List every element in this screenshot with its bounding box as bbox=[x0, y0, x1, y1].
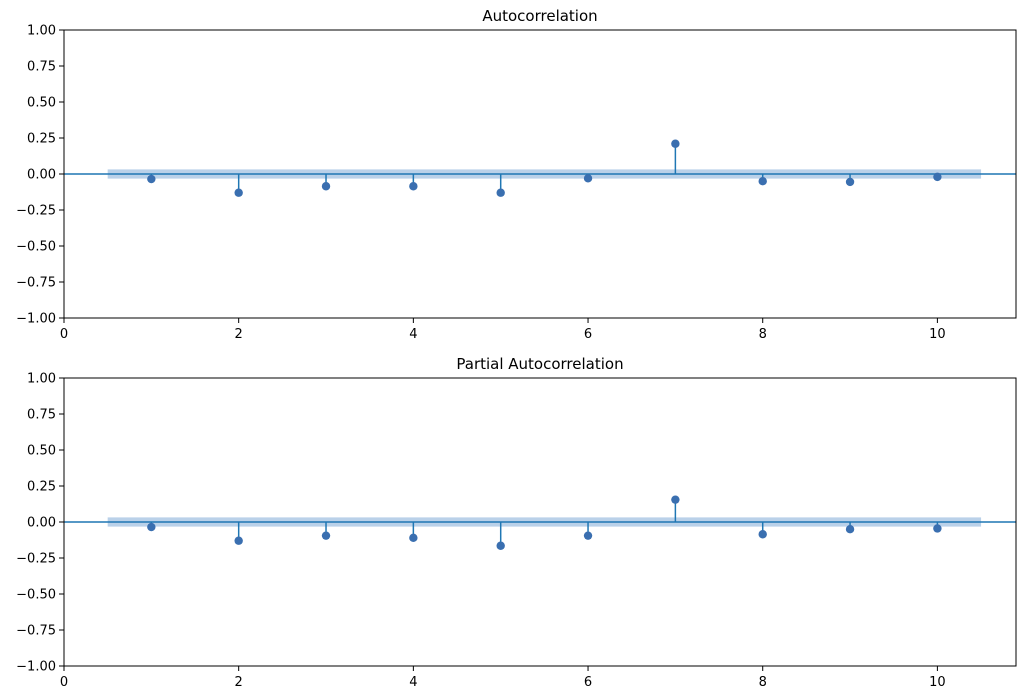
pacf-marker-lag-3 bbox=[321, 531, 331, 540]
pacf-marker-lag-10 bbox=[933, 524, 942, 533]
autocorrelation-panel: Autocorrelation −1.00 −0.75 −0.50 −0.25 0.00… bbox=[16, 7, 1017, 342]
pacf-marker-lag-6 bbox=[583, 531, 593, 540]
pacf-xtick-label: 8 bbox=[759, 675, 767, 690]
acf-marker-lag-8 bbox=[758, 177, 767, 186]
acf-marker-lag-2 bbox=[234, 188, 243, 197]
pacf-ytick-label: 0.25 bbox=[27, 480, 56, 495]
acf-ytick-label: −0.50 bbox=[16, 240, 56, 255]
acf-marker-lag-3 bbox=[321, 182, 331, 191]
pacf-marker-lag-8 bbox=[758, 530, 767, 539]
partial-autocorrelation-title: Partial Autocorrelation bbox=[456, 355, 623, 373]
acf-ytick-label: 0.75 bbox=[27, 60, 56, 75]
pacf-ytick-label: −0.50 bbox=[16, 588, 56, 603]
acf-ytick-label: −1.00 bbox=[16, 312, 56, 327]
acf-marker-lag-4 bbox=[409, 182, 418, 191]
autocorrelation-title: Autocorrelation bbox=[482, 7, 597, 25]
pacf-marker-lag-1 bbox=[147, 522, 156, 532]
acf-xtick-label: 6 bbox=[584, 327, 592, 342]
acf-ytick-label: −0.25 bbox=[16, 204, 56, 219]
pacf-marker-lag-9 bbox=[845, 525, 855, 534]
acf-xtick-label: 10 bbox=[929, 327, 946, 342]
acf-xtick-label: 4 bbox=[409, 327, 417, 342]
pacf-ytick-label: −0.25 bbox=[16, 552, 56, 567]
acf-marker-lag-6 bbox=[583, 174, 593, 183]
acf-xtick-label: 8 bbox=[759, 327, 767, 342]
pacf-ytick-label: 0.75 bbox=[27, 408, 56, 423]
pacf-xtick-label: 4 bbox=[409, 675, 417, 690]
pacf-xtick-label: 6 bbox=[584, 675, 592, 690]
acf-ytick-label: 1.00 bbox=[27, 24, 56, 39]
acf-marker-lag-7 bbox=[671, 139, 680, 148]
acf-ytick-label: −0.75 bbox=[16, 276, 56, 291]
acf-ytick-label: 0.50 bbox=[27, 96, 56, 111]
acf-xtick-label: 2 bbox=[235, 327, 243, 342]
acf-ytick-label: 0.00 bbox=[27, 168, 56, 183]
pacf-marker-lag-7 bbox=[671, 495, 680, 504]
pacf-marker-lag-2 bbox=[234, 536, 243, 545]
acf-xtick-label: 0 bbox=[60, 327, 68, 342]
pacf-ytick-label: −1.00 bbox=[16, 660, 56, 675]
pacf-ytick-label: −0.75 bbox=[16, 624, 56, 639]
acf-marker-lag-5 bbox=[496, 188, 505, 197]
pacf-marker-lag-5 bbox=[496, 541, 505, 550]
partial-autocorrelation-panel: Partial Autocorrelation −1.00 −0.75 −0.50 −… bbox=[16, 355, 1017, 690]
acf-ytick-label: 0.25 bbox=[27, 132, 56, 147]
acf-marker-lag-10 bbox=[933, 172, 942, 182]
pacf-marker-lag-4 bbox=[409, 533, 418, 543]
acf-marker-lag-1 bbox=[147, 174, 156, 184]
pacf-ytick-label: 1.00 bbox=[27, 372, 56, 387]
pacf-xtick-label: 10 bbox=[929, 675, 946, 690]
pacf-xtick-label: 2 bbox=[235, 675, 243, 690]
acf-marker-lag-9 bbox=[845, 177, 855, 187]
pacf-ytick-label: 0.00 bbox=[27, 516, 56, 531]
pacf-ytick-label: 0.50 bbox=[27, 444, 56, 459]
pacf-xtick-label: 0 bbox=[60, 675, 68, 690]
